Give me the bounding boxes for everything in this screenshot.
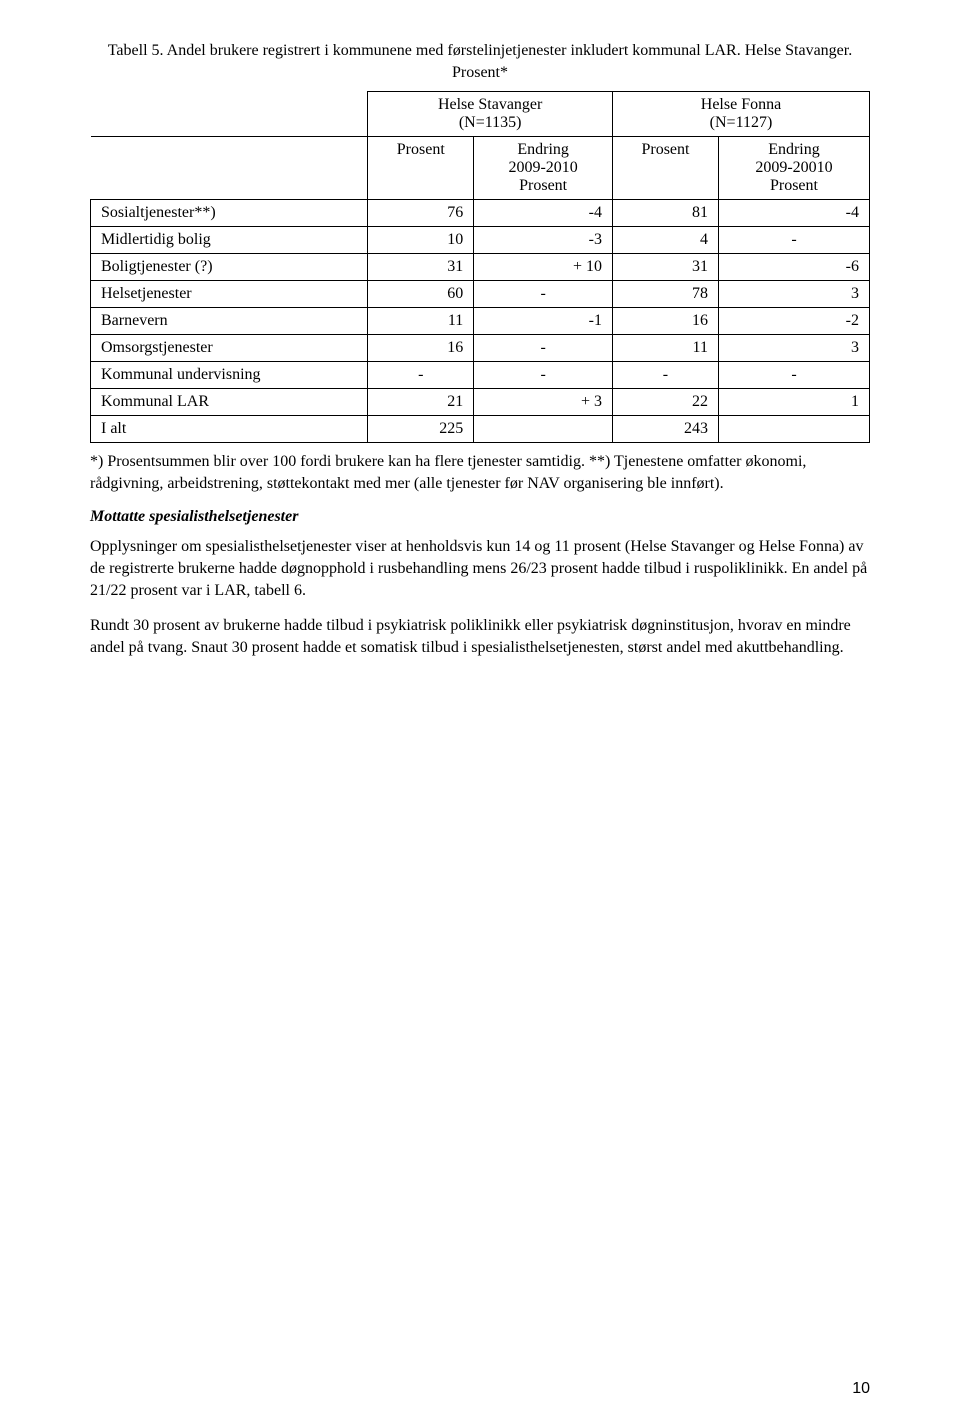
cell: 11 [612, 335, 718, 362]
table-row: Kommunal undervisning - - - - [91, 362, 870, 389]
cell: 11 [368, 308, 474, 335]
col-header-line: Endring [768, 141, 820, 158]
cell: -2 [718, 308, 869, 335]
cell: - [474, 362, 613, 389]
cell: -4 [474, 200, 613, 227]
cell [718, 416, 869, 443]
row-label: Boligtjenester (?) [91, 254, 368, 281]
table-subheader-row: Prosent Endring 2009-2010 Prosent Prosen… [91, 137, 870, 200]
col-header-line: Prosent [519, 177, 567, 194]
cell: 3 [718, 335, 869, 362]
group-header-stavanger: Helse Stavanger (N=1135) [368, 92, 613, 137]
col-header-line: 2009-20010 [755, 159, 832, 176]
cell: 243 [612, 416, 718, 443]
cell: 4 [612, 227, 718, 254]
page-number: 10 [852, 1380, 870, 1398]
paragraph: Opplysninger om spesialisthelsetjenester… [90, 536, 870, 601]
table-row: Midlertidig bolig 10 -3 4 - [91, 227, 870, 254]
row-label: Omsorgstjenester [91, 335, 368, 362]
cell: 81 [612, 200, 718, 227]
table-header-group-row: Helse Stavanger (N=1135) Helse Fonna (N=… [91, 92, 870, 137]
cell: - [718, 362, 869, 389]
row-label: Midlertidig bolig [91, 227, 368, 254]
group-label: Helse Stavanger [438, 96, 542, 113]
group-label: Helse Fonna [701, 96, 781, 113]
document-page: Tabell 5. Andel brukere registrert i kom… [0, 0, 960, 1428]
cell: 78 [612, 281, 718, 308]
table-row: I alt 225 243 [91, 416, 870, 443]
cell: -1 [474, 308, 613, 335]
cell: 22 [612, 389, 718, 416]
col-header-endring: Endring 2009-20010 Prosent [718, 137, 869, 200]
cell: -4 [718, 200, 869, 227]
table-row: Helsetjenester 60 - 78 3 [91, 281, 870, 308]
cell: - [718, 227, 869, 254]
cell: 60 [368, 281, 474, 308]
cell: - [474, 281, 613, 308]
cell: - [612, 362, 718, 389]
section-heading: Mottatte spesialisthelsetjenester [90, 508, 870, 526]
paragraph: Rundt 30 prosent av brukerne hadde tilbu… [90, 615, 870, 658]
cell [474, 416, 613, 443]
table-row: Sosialtjenester**) 76 -4 81 -4 [91, 200, 870, 227]
table-title: Tabell 5. Andel brukere registrert i kom… [90, 40, 870, 83]
cell: 1 [718, 389, 869, 416]
cell: 3 [718, 281, 869, 308]
data-table: Helse Stavanger (N=1135) Helse Fonna (N=… [90, 91, 870, 443]
cell: -3 [474, 227, 613, 254]
row-label: Helsetjenester [91, 281, 368, 308]
cell: 21 [368, 389, 474, 416]
row-label: Kommunal undervisning [91, 362, 368, 389]
table-row: Boligtjenester (?) 31 + 10 31 -6 [91, 254, 870, 281]
row-label: Kommunal LAR [91, 389, 368, 416]
row-label: I alt [91, 416, 368, 443]
cell: + 3 [474, 389, 613, 416]
cell: - [368, 362, 474, 389]
cell: 76 [368, 200, 474, 227]
row-label: Sosialtjenester**) [91, 200, 368, 227]
col-header-prosent: Prosent [368, 137, 474, 200]
table-corner-cell [91, 137, 368, 200]
table-row: Omsorgstjenester 16 - 11 3 [91, 335, 870, 362]
col-header-endring: Endring 2009-2010 Prosent [474, 137, 613, 200]
table-row: Barnevern 11 -1 16 -2 [91, 308, 870, 335]
cell: -6 [718, 254, 869, 281]
cell: 225 [368, 416, 474, 443]
cell: 10 [368, 227, 474, 254]
col-header-line: 2009-2010 [508, 159, 577, 176]
table-footnote: *) Prosentsummen blir over 100 fordi bru… [90, 451, 870, 494]
cell: - [474, 335, 613, 362]
cell: 31 [368, 254, 474, 281]
table-row: Kommunal LAR 21 + 3 22 1 [91, 389, 870, 416]
col-header-line: Prosent [770, 177, 818, 194]
cell: 16 [612, 308, 718, 335]
group-label-n: (N=1127) [710, 114, 773, 131]
row-label: Barnevern [91, 308, 368, 335]
table-corner-cell [91, 92, 368, 137]
cell: + 10 [474, 254, 613, 281]
col-header-line: Endring [517, 141, 569, 158]
group-header-fonna: Helse Fonna (N=1127) [612, 92, 869, 137]
col-header-prosent: Prosent [612, 137, 718, 200]
cell: 31 [612, 254, 718, 281]
group-label-n: (N=1135) [459, 114, 522, 131]
cell: 16 [368, 335, 474, 362]
